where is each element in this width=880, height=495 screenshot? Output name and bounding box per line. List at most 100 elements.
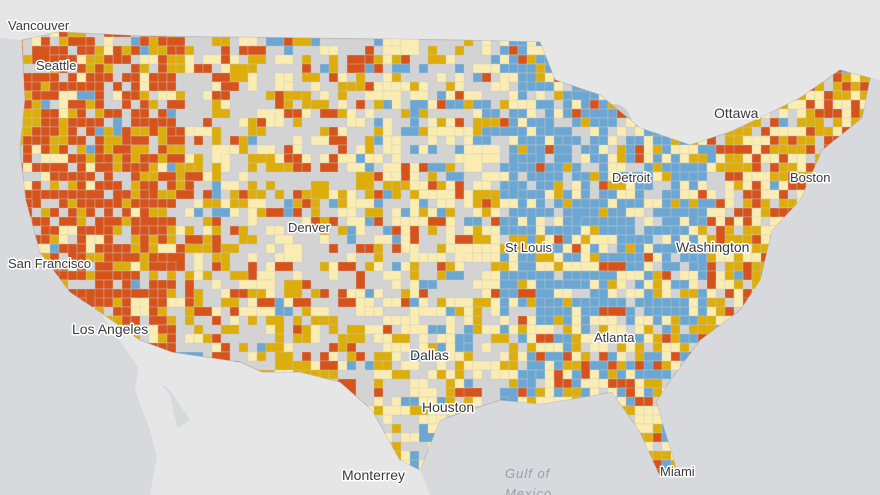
county <box>769 180 780 191</box>
county <box>535 189 546 200</box>
county <box>301 324 312 344</box>
county <box>427 324 438 335</box>
county <box>616 189 627 200</box>
county <box>247 261 258 281</box>
county <box>211 315 222 326</box>
county <box>850 99 861 119</box>
county <box>445 297 456 308</box>
county <box>220 342 231 353</box>
county <box>328 342 339 353</box>
county <box>670 360 681 371</box>
county <box>49 207 60 218</box>
county <box>589 288 600 299</box>
county <box>436 243 447 254</box>
county <box>364 108 375 119</box>
county <box>544 378 555 389</box>
county <box>274 72 285 92</box>
county <box>274 90 285 110</box>
county <box>472 360 492 371</box>
county <box>94 216 105 236</box>
county <box>238 171 249 182</box>
county <box>589 216 600 227</box>
county <box>598 279 609 290</box>
county <box>652 207 672 218</box>
county <box>184 315 195 326</box>
county <box>445 243 456 254</box>
county <box>121 270 132 281</box>
county <box>418 180 429 191</box>
county <box>58 189 69 200</box>
county <box>409 144 420 155</box>
county <box>112 270 123 281</box>
county <box>571 99 582 110</box>
county <box>679 342 690 353</box>
county <box>661 360 672 371</box>
county <box>328 72 339 83</box>
county <box>526 54 537 65</box>
county <box>265 225 276 236</box>
county <box>328 324 339 335</box>
county <box>562 369 573 380</box>
county <box>391 315 402 326</box>
county <box>175 63 186 74</box>
county <box>94 252 105 263</box>
county <box>364 135 375 155</box>
county <box>661 297 672 308</box>
county <box>517 189 528 200</box>
county <box>436 252 447 263</box>
county <box>760 126 771 137</box>
county <box>445 315 456 335</box>
county <box>94 99 105 110</box>
county <box>292 207 303 218</box>
county <box>211 234 222 254</box>
county <box>256 306 276 317</box>
county <box>472 396 483 407</box>
county <box>283 342 294 353</box>
county <box>796 117 807 128</box>
county <box>283 99 294 110</box>
county <box>157 171 177 182</box>
county <box>337 198 348 209</box>
county <box>292 198 303 209</box>
county <box>688 333 699 344</box>
county <box>643 378 663 389</box>
county <box>625 405 636 416</box>
county <box>49 243 60 254</box>
county <box>265 342 285 353</box>
county <box>247 63 258 74</box>
county <box>337 288 348 299</box>
county <box>436 198 447 209</box>
county <box>634 207 645 218</box>
county <box>724 153 735 164</box>
county <box>238 225 249 245</box>
county <box>202 54 222 65</box>
county <box>463 387 483 398</box>
county <box>130 72 141 83</box>
county <box>472 252 483 263</box>
county <box>715 153 726 164</box>
county <box>427 117 438 128</box>
county <box>562 351 573 362</box>
county <box>283 81 294 92</box>
county <box>382 81 393 92</box>
county <box>283 279 303 299</box>
county <box>220 297 240 308</box>
county <box>571 315 582 326</box>
county <box>382 117 393 137</box>
county <box>166 315 177 326</box>
county <box>625 198 636 209</box>
county <box>607 306 627 317</box>
county <box>166 81 177 92</box>
county <box>517 99 528 110</box>
county <box>733 171 744 182</box>
county <box>778 144 789 155</box>
county <box>481 153 501 164</box>
county <box>562 162 573 173</box>
county <box>571 342 582 353</box>
county <box>697 153 708 164</box>
county <box>733 180 744 191</box>
county <box>697 207 708 218</box>
county <box>283 297 294 308</box>
county <box>220 63 231 74</box>
county <box>139 189 150 200</box>
